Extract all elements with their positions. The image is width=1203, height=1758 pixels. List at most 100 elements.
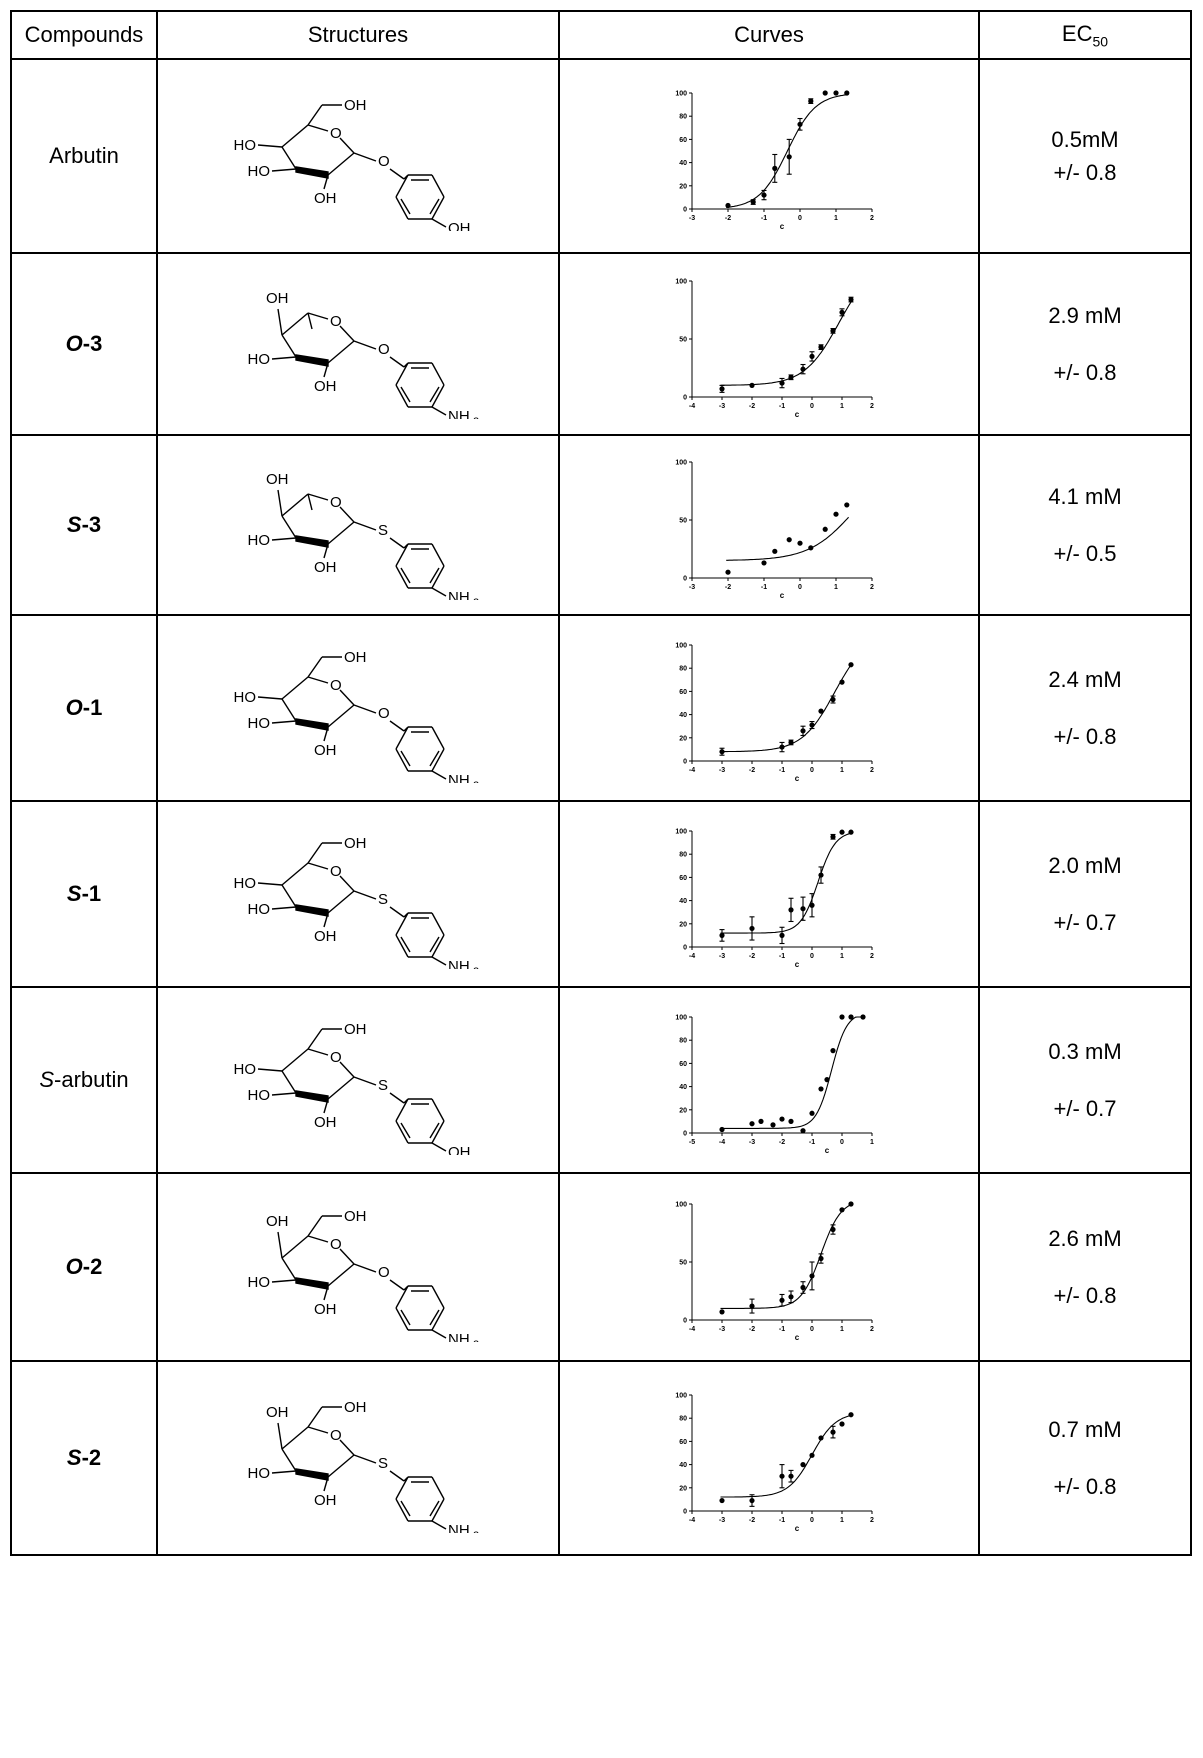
atom-label: NH: [448, 958, 470, 969]
x-tick-label: 2: [870, 1326, 874, 1333]
y-tick-label: 0: [683, 1509, 687, 1516]
data-point: [818, 872, 824, 878]
atom-label: HO: [234, 875, 257, 892]
data-point: [800, 728, 806, 734]
x-axis-label: c: [825, 1146, 830, 1155]
data-point: [725, 202, 731, 209]
y-tick-label: 80: [679, 114, 687, 121]
chemical-structure: O OH HO OH O NH2: [248, 290, 480, 419]
data-point: [818, 1255, 824, 1262]
compounds-table: Compounds Structures Curves EC50 Arbutin…: [10, 10, 1192, 1556]
x-axis-label: c: [780, 591, 785, 600]
data-point: [719, 749, 725, 755]
data-point: [833, 90, 839, 96]
compound-name: S-3: [10, 434, 158, 616]
ec50-error: +/- 0.8: [1053, 360, 1117, 385]
x-axis-label: c: [795, 1524, 800, 1533]
compound-suffix: -3: [82, 331, 103, 356]
data-point: [830, 1048, 836, 1054]
fit-curve: [720, 299, 853, 386]
x-axis-label: c: [795, 960, 800, 969]
data-point: [848, 1014, 854, 1020]
ec50-cell: 2.0 mM +/- 0.7: [978, 800, 1192, 988]
atom-label: OH: [314, 1301, 337, 1318]
compound-prefix: S: [66, 1445, 82, 1470]
data-point: [808, 98, 814, 104]
data-point: [719, 386, 725, 392]
ec50-error: +/- 0.8: [1053, 1474, 1117, 1499]
atom-label: OH: [266, 1404, 289, 1421]
atom-label: HO: [248, 1087, 271, 1104]
data-point: [749, 1121, 755, 1127]
x-tick-label: 0: [810, 1326, 814, 1333]
data-point: [839, 1421, 845, 1427]
x-tick-label: -1: [779, 403, 785, 410]
x-tick-label: 2: [870, 403, 874, 410]
chemical-structure: O OH HO OH S NH2: [248, 471, 480, 600]
atom-label: O: [378, 705, 390, 722]
header-compounds: Compounds: [10, 10, 158, 60]
y-tick-label: 60: [679, 689, 687, 696]
structure-cell: O OH HO HO OH S OH: [156, 986, 560, 1174]
x-tick-label: 1: [840, 1517, 844, 1524]
atom-label: OH: [344, 1399, 367, 1416]
data-point: [788, 1118, 794, 1124]
y-tick-label: 80: [679, 852, 687, 859]
x-tick-label: -3: [749, 1139, 755, 1146]
x-tick-label: 1: [870, 1139, 874, 1146]
atom-label: OH: [344, 835, 367, 852]
data-point: [800, 1284, 806, 1291]
curve-cell: 0 20 40 60 80 100 -4 -3 -2 -1 0 1 2 c: [558, 614, 980, 802]
x-tick-label: -1: [779, 953, 785, 960]
y-tick-label: 40: [679, 712, 687, 719]
x-tick-label: -2: [749, 1326, 755, 1333]
atom-label: OH: [314, 190, 337, 207]
atom-label: OH: [344, 97, 367, 114]
header-ec50-main: EC: [1061, 20, 1093, 46]
atom-label: O: [330, 863, 342, 880]
x-tick-label: -2: [725, 215, 731, 222]
x-tick-label: -1: [761, 215, 767, 222]
fit-curve: [720, 832, 853, 934]
atom-label: OH: [266, 471, 289, 488]
atom-label: NH: [448, 589, 470, 600]
atom-label: O: [330, 1427, 342, 1444]
x-tick-label: 0: [798, 215, 802, 222]
data-point: [749, 1497, 755, 1504]
y-tick-label: 50: [679, 337, 687, 344]
y-tick-label: 20: [679, 183, 687, 190]
x-tick-label: -1: [779, 1517, 785, 1524]
data-point: [818, 1435, 824, 1441]
data-point: [788, 374, 794, 380]
data-point: [822, 526, 828, 532]
x-tick-label: 1: [840, 767, 844, 774]
y-tick-label: 60: [679, 1061, 687, 1068]
data-point: [848, 829, 854, 835]
y-tick-label: 80: [679, 1038, 687, 1045]
y-tick-label: 0: [683, 395, 687, 402]
data-point: [800, 906, 806, 912]
compound-name: O-2: [10, 1172, 158, 1362]
x-tick-label: 2: [870, 215, 874, 222]
data-point: [809, 1110, 815, 1116]
x-tick-label: -3: [719, 1517, 725, 1524]
structure-cell: OOHHOHOOHONH2: [156, 614, 560, 802]
compound-prefix: O: [65, 331, 83, 356]
atom-label: OH: [314, 559, 337, 576]
y-tick-label: 80: [679, 1416, 687, 1423]
fit-curve: [720, 1414, 853, 1498]
compound-prefix: O: [65, 1254, 83, 1279]
data-point: [749, 382, 755, 388]
ec50-value: 2.6 mM: [1048, 1226, 1122, 1251]
y-tick-label: 60: [679, 137, 687, 144]
y-tick-label: 20: [679, 1485, 687, 1492]
x-tick-label: -5: [689, 1139, 695, 1146]
data-point: [844, 502, 850, 508]
ec50-value: 0.7 mM: [1048, 1417, 1122, 1442]
ec50-cell: 0.3 mM +/- 0.7: [978, 986, 1192, 1174]
data-point: [779, 1473, 785, 1479]
data-point: [839, 309, 845, 315]
compound-prefix: O: [65, 695, 83, 720]
